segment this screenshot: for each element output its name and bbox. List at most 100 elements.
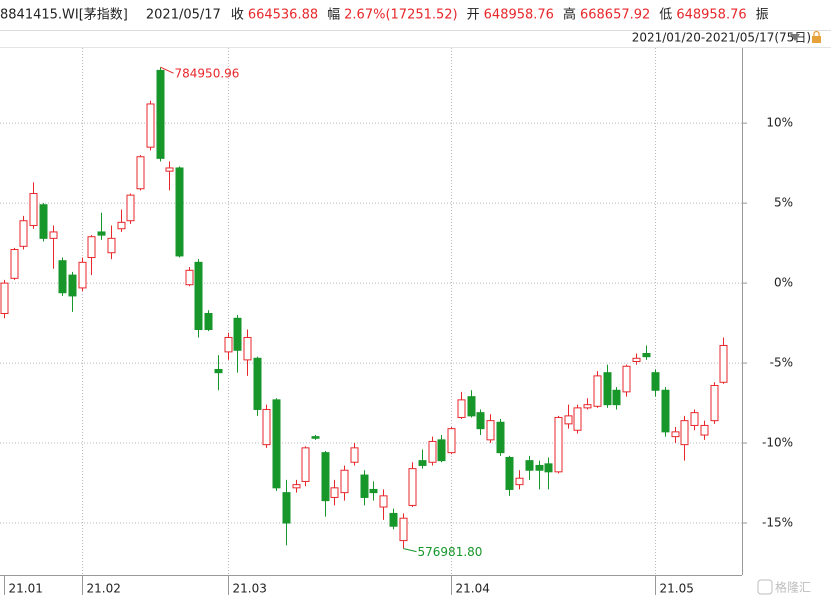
candle-body	[330, 487, 339, 498]
candle-body	[515, 477, 524, 486]
candle-body	[39, 204, 48, 239]
candle-body	[360, 474, 369, 498]
candle-body	[379, 495, 388, 508]
candle-body	[486, 420, 495, 441]
candle-body	[467, 396, 476, 417]
candle-body	[10, 249, 19, 279]
candle-body	[642, 352, 651, 358]
candle-body	[554, 416, 563, 473]
candle-body	[97, 231, 106, 236]
candle-body	[58, 260, 67, 294]
plot: 10% 5% 0% -5% -10% -15% 21.01 21.02 21.03 21.04 21…	[0, 48, 793, 596]
header-text: 648958.76	[484, 8, 554, 23]
watermark-text: 格隆汇	[775, 580, 811, 595]
candle-body	[622, 365, 631, 393]
candle-body	[399, 517, 408, 542]
candle-body	[564, 415, 573, 425]
candle-body	[593, 375, 602, 407]
min-leader	[403, 548, 417, 553]
candle-body	[175, 167, 184, 257]
candle-body	[457, 399, 466, 418]
candle-body	[447, 428, 456, 454]
header-text: 幅	[327, 8, 340, 23]
header-text: 2021/05/17	[146, 8, 221, 23]
candle-body	[603, 372, 612, 406]
candle-body	[350, 447, 359, 463]
candle-body	[292, 484, 301, 489]
header-text: 低	[659, 8, 672, 23]
header-text: 高	[563, 7, 576, 23]
candle-body	[49, 231, 58, 239]
candle-body	[262, 408, 271, 446]
candle-body	[505, 456, 514, 490]
candle-body	[340, 469, 349, 494]
candle-body	[272, 399, 281, 489]
candle-body	[700, 424, 709, 436]
candle-body	[525, 460, 534, 471]
lock-icon[interactable]	[812, 36, 821, 43]
candle-body	[408, 468, 417, 506]
candle-body	[243, 336, 252, 361]
candle-body	[437, 439, 446, 462]
header-text: 668657.92	[580, 8, 650, 23]
x-tick-label: 21.02	[87, 582, 121, 596]
y-tick-label: 0%	[774, 276, 793, 290]
candle-body	[710, 384, 719, 422]
range-label[interactable]: 2021/01/20-2021/05/17(75日)	[632, 31, 811, 45]
watermark: 格隆汇	[757, 579, 811, 595]
y-tick-label: 5%	[774, 196, 793, 210]
candle-body	[68, 274, 77, 297]
x-tick-label: 21.01	[9, 582, 43, 596]
header-text: 648958.76	[676, 8, 746, 23]
candle-body	[136, 156, 145, 190]
candle-body	[117, 221, 126, 230]
candle-body	[282, 492, 291, 524]
header-text: 2.67%(17251.52)	[344, 8, 457, 23]
candle-body	[214, 368, 223, 374]
candle-body	[418, 460, 427, 466]
candle-body	[544, 463, 553, 473]
candle-body	[253, 357, 262, 410]
x-tick-label: 21.04	[456, 582, 490, 596]
header: 8841415.WI[茅指数] 2021/05/17 收 664536.88 幅 2.67…	[0, 7, 769, 23]
candle-body	[194, 261, 203, 330]
candle-body	[311, 436, 320, 439]
candle-body	[87, 236, 96, 259]
min-label: 576981.80	[418, 545, 483, 559]
candle-body	[690, 412, 699, 426]
candle-body	[671, 431, 680, 438]
candle-body	[632, 357, 641, 362]
candle-body	[165, 167, 174, 172]
candle-body	[535, 464, 544, 471]
candle-body	[224, 336, 233, 353]
candle-body	[612, 389, 621, 406]
candle-body	[233, 317, 242, 351]
candle-body	[369, 488, 378, 494]
lock-icon	[813, 30, 820, 36]
x-tick-label: 21.05	[660, 582, 694, 596]
candle-body	[126, 194, 135, 222]
candle-body	[428, 440, 437, 463]
dropdown-icon[interactable]	[790, 34, 800, 41]
x-tick-label: 21.03	[233, 582, 267, 596]
candle-body	[107, 237, 116, 254]
candle-body	[389, 512, 398, 527]
candle-body	[146, 103, 155, 148]
candle-body	[78, 261, 87, 289]
candle-body	[156, 69, 165, 159]
header-text: 振	[756, 8, 769, 23]
candle-body	[476, 412, 485, 430]
candle-body	[0, 282, 9, 314]
watermark-icon	[757, 579, 773, 595]
y-tick-label: -5%	[770, 356, 793, 370]
candle-body	[583, 404, 592, 409]
candle-body	[719, 344, 728, 383]
header-text: 开	[467, 8, 480, 23]
candle-body	[29, 193, 38, 227]
y-tick-label: -10%	[762, 436, 793, 450]
y-tick-label: 10%	[766, 116, 793, 130]
candle-body	[651, 372, 660, 391]
